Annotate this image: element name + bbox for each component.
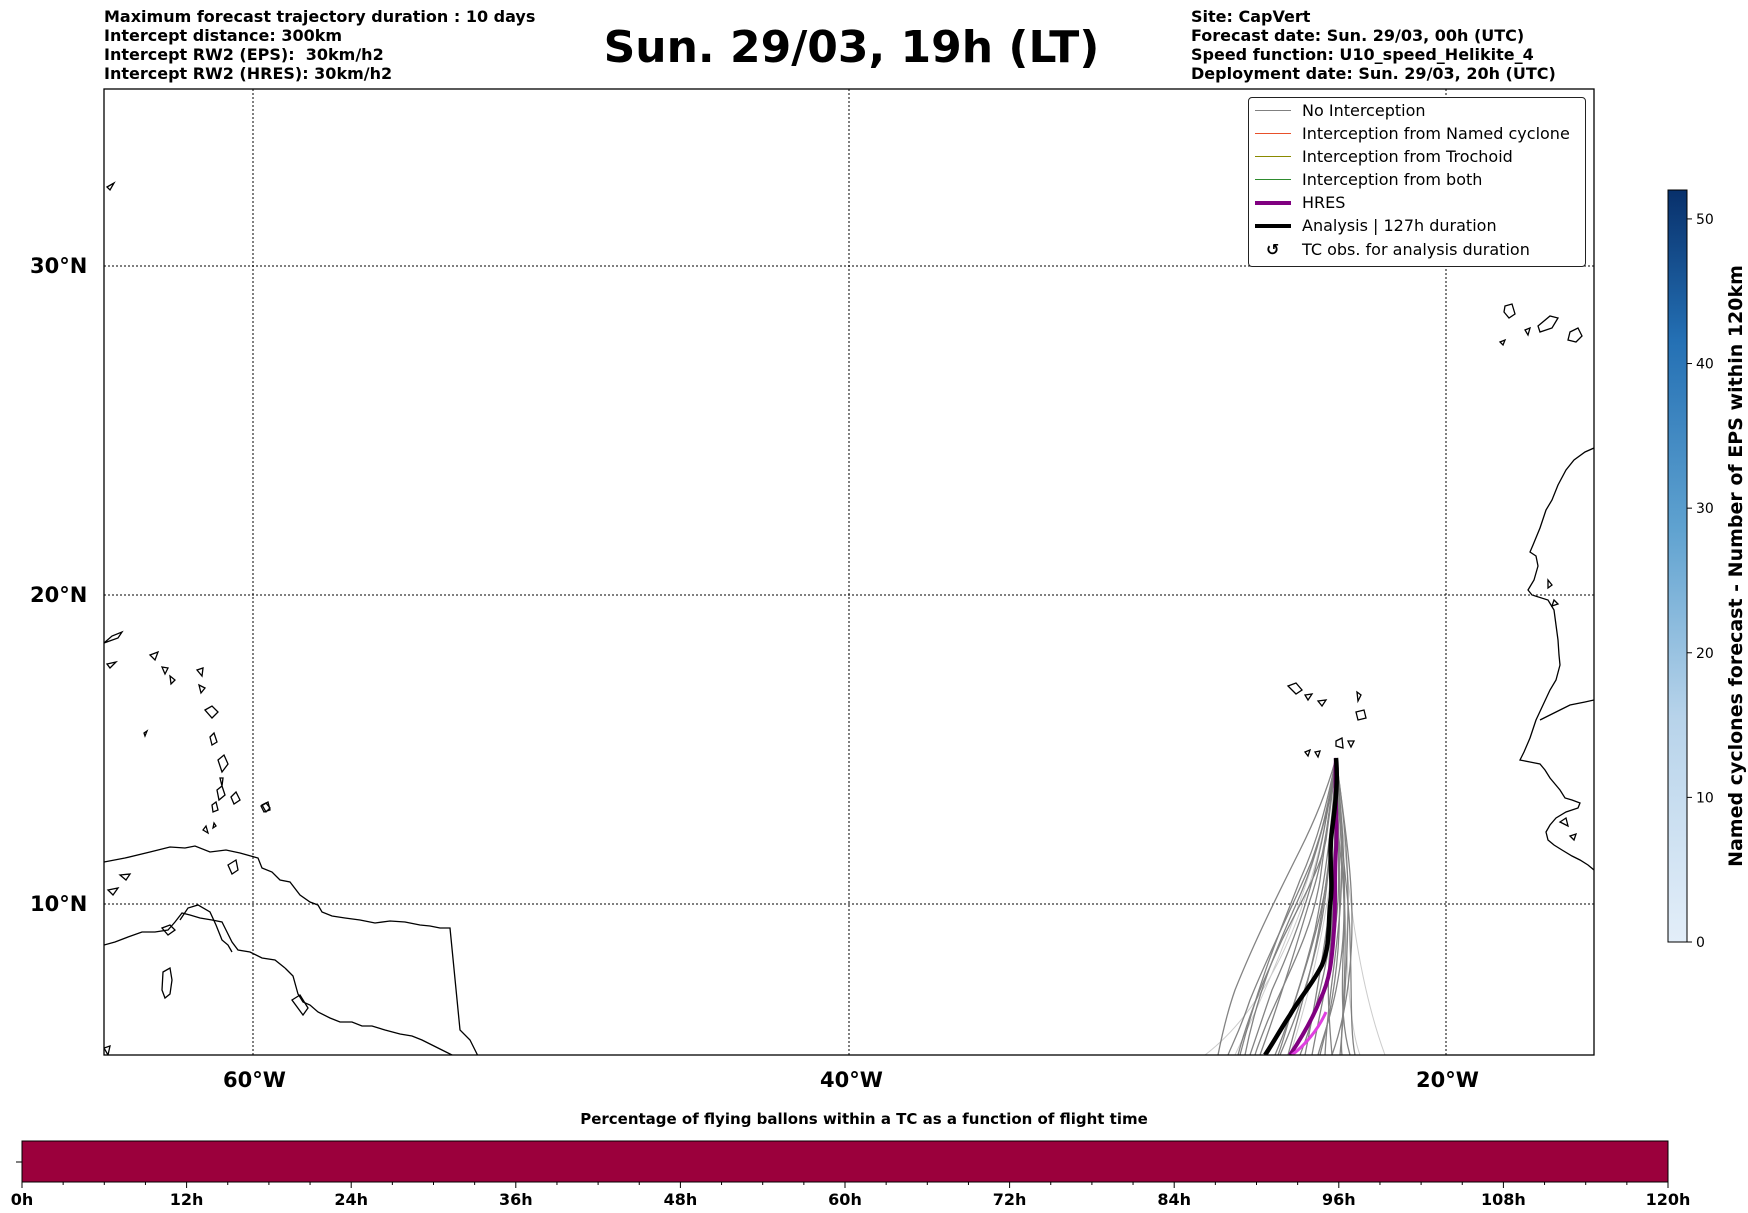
flight-time-bar: Percentage of flying ballons within a TC…	[11, 1110, 1691, 1209]
flight-time-tick-label: 72h	[993, 1190, 1027, 1209]
legend-swatch	[1255, 201, 1291, 205]
colorbar-label: Named cyclones forecast - Number of EPS …	[1725, 265, 1747, 867]
flight-time-tick-label: 24h	[334, 1190, 368, 1209]
legend-label: Interception from Trochoid	[1302, 147, 1513, 166]
coast-barbados	[260, 801, 271, 813]
header-intercept-distance: Intercept distance: 300km	[104, 26, 343, 45]
legend-item-tc-obs: ↺ TC obs. for analysis duration	[1249, 239, 1585, 261]
hres-trajectory	[1288, 757, 1339, 1055]
header-deployment-date: Deployment date: Sun. 29/03, 20h (UTC)	[1191, 64, 1556, 83]
header-right: Site: CapVert Forecast date: Sun. 29/03,…	[1191, 7, 1556, 83]
flight-time-tick-label: 84h	[1157, 1190, 1191, 1209]
flight-time-bar-title: Percentage of flying ballons within a TC…	[580, 1110, 1148, 1128]
cyclone-symbol-icon: ↺	[1266, 240, 1280, 259]
coast-cape-verde	[1286, 682, 1367, 759]
legend-swatch	[1255, 156, 1291, 157]
page-title: Sun. 29/03, 19h (LT)	[603, 22, 1100, 73]
lat-label-20: 20°N	[30, 583, 88, 607]
colorbar-tick-label: 10	[1696, 790, 1714, 806]
flight-time-bar-fill	[21, 1140, 1669, 1183]
lon-label-40w: 40°W	[820, 1068, 883, 1092]
legend-label: Interception from both	[1302, 170, 1483, 189]
legend-swatch	[1255, 224, 1291, 228]
flight-time-tick-label: 0h	[11, 1190, 34, 1209]
header-speed-function: Speed function: U10_speed_Helikite_4	[1191, 45, 1534, 64]
coast-trinidad	[160, 924, 177, 936]
header-site: Site: CapVert	[1191, 7, 1311, 26]
coast-antilles-top	[105, 181, 116, 192]
flight-time-bar-ticks: 0h 12h 24h 36h 48h 60h 72h 84h 96h 108h 120h	[11, 1182, 1691, 1209]
legend-label: TC obs. for analysis duration	[1302, 240, 1530, 259]
legend: No Interception Interception from Named …	[1248, 97, 1586, 267]
coast-canary	[1498, 303, 1583, 347]
coast-west-africa	[1519, 447, 1594, 871]
trajectories	[1204, 757, 1386, 1055]
hres-trajectory-light	[1291, 1011, 1328, 1055]
colorbar-fill	[1667, 189, 1688, 943]
header-intercept-hres: Intercept RW2 (HRES): 30km/h2	[104, 64, 393, 83]
legend-swatch	[1255, 133, 1291, 134]
flight-time-tick-label: 60h	[828, 1190, 862, 1209]
colorbar-tick-label: 30	[1696, 501, 1714, 517]
coast-africa-small	[1547, 578, 1578, 842]
coast-antilles	[104, 630, 271, 1055]
header-forecast-date: Forecast date: Sun. 29/03, 00h (UTC)	[1191, 26, 1525, 45]
legend-item-both: Interception from both	[1249, 169, 1585, 191]
legend-item-analysis: Analysis | 127h duration	[1249, 215, 1585, 237]
legend-label: Interception from Named cyclone	[1302, 124, 1570, 143]
legend-item-hres: HRES	[1249, 192, 1585, 214]
coast-gulf-paria	[179, 904, 233, 953]
coastlines	[104, 181, 1594, 1055]
legend-item-trochoid: Interception from Trochoid	[1249, 146, 1585, 168]
lat-label-30: 30°N	[30, 254, 88, 278]
coast-orinoco	[161, 966, 173, 1000]
flight-time-tick-label: 36h	[499, 1190, 533, 1209]
legend-label: No Interception	[1302, 101, 1426, 120]
header-max-duration: Maximum forecast trajectory duration : 1…	[104, 7, 536, 26]
legend-item-no-interception: No Interception	[1249, 100, 1585, 122]
colorbar-tick-label: 50	[1696, 212, 1714, 228]
colorbar-tick-label: 0	[1696, 935, 1705, 951]
coast-venezuela	[104, 912, 286, 969]
coast-south-america	[104, 845, 479, 1055]
header-intercept-eps: Intercept RW2 (EPS): 30km/h2	[104, 45, 384, 64]
legend-swatch	[1255, 110, 1291, 111]
colorbar-tick-label: 20	[1696, 646, 1714, 662]
analysis-trajectory	[1263, 757, 1340, 1055]
map-frame	[103, 88, 1595, 1056]
legend-label: Analysis | 127h duration	[1302, 216, 1497, 235]
flight-time-tick-label: 12h	[170, 1190, 204, 1209]
flight-time-tick-label: 108h	[1481, 1190, 1526, 1209]
colorbar: 0 10 20 30 40 50 Named cyclones forecast - Nu…	[1667, 189, 1747, 951]
header-left: Maximum forecast trajectory duration : 1…	[104, 7, 535, 83]
lon-label-20w: 20°W	[1416, 1068, 1479, 1092]
flight-time-tick-label: 48h	[664, 1190, 698, 1209]
coast-africa-gambia	[1539, 699, 1594, 721]
legend-item-named-cyclone: Interception from Named cyclone	[1249, 123, 1585, 145]
flight-time-tick-label: 120h	[1646, 1190, 1691, 1209]
lat-label-10: 10°N	[30, 892, 88, 916]
flight-time-tick-label: 96h	[1322, 1190, 1356, 1209]
colorbar-ticks: 0 10 20 30 40 50	[1687, 212, 1714, 951]
legend-label: HRES	[1302, 193, 1346, 212]
colorbar-tick-label: 40	[1696, 357, 1714, 373]
legend-swatch	[1255, 179, 1291, 180]
coast-guiana-2	[291, 994, 309, 1017]
coast-guyana	[284, 967, 454, 1055]
lon-label-60w: 60°W	[223, 1068, 286, 1092]
